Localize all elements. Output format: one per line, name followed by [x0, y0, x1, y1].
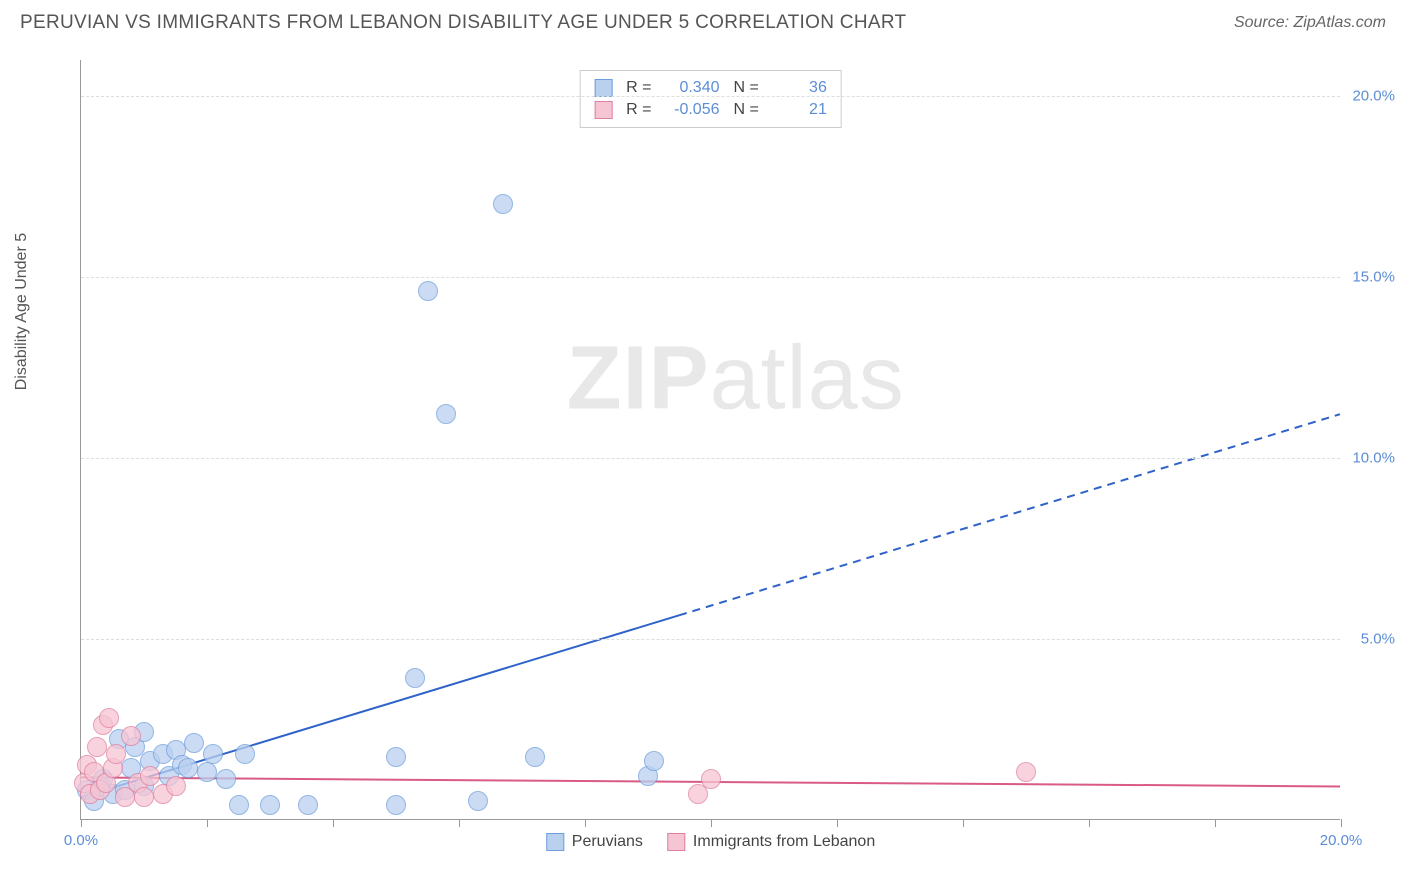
- data-point: [166, 776, 186, 796]
- data-point: [87, 737, 107, 757]
- chart-title: PERUVIAN VS IMMIGRANTS FROM LEBANON DISA…: [20, 12, 906, 34]
- bottom-legend: Peruvians Immigrants from Lebanon: [546, 833, 875, 851]
- watermark: ZIPatlas: [567, 327, 905, 430]
- stats-row-1: R = -0.056 N = 21: [594, 99, 827, 121]
- data-point: [644, 751, 664, 771]
- data-point: [386, 795, 406, 815]
- legend-item-0: Peruvians: [546, 833, 643, 851]
- data-point: [229, 795, 249, 815]
- y-tick-label: 20.0%: [1352, 88, 1395, 105]
- data-point: [216, 769, 236, 789]
- legend-swatch-0: [546, 833, 564, 851]
- stat-r-0: 0.340: [662, 79, 720, 97]
- stat-r-1: -0.056: [662, 101, 720, 119]
- data-point: [99, 708, 119, 728]
- data-point: [260, 795, 280, 815]
- trend-lines: [81, 60, 1340, 819]
- x-tick: [1089, 819, 1090, 827]
- watermark-zip: ZIP: [567, 328, 710, 428]
- legend-item-1: Immigrants from Lebanon: [667, 833, 875, 851]
- source-attribution: Source: ZipAtlas.com: [1234, 14, 1386, 32]
- swatch-series-1: [594, 101, 612, 119]
- data-point: [701, 769, 721, 789]
- data-point: [525, 747, 545, 767]
- y-axis-title: Disability Age Under 5: [13, 233, 31, 390]
- data-point: [184, 733, 204, 753]
- data-point: [140, 766, 160, 786]
- gridline-h: [81, 277, 1340, 278]
- x-tick-label: 0.0%: [64, 832, 98, 849]
- data-point: [121, 726, 141, 746]
- watermark-atlas: atlas: [710, 328, 905, 428]
- data-point: [298, 795, 318, 815]
- y-tick-label: 5.0%: [1361, 631, 1395, 648]
- stat-n-0: 36: [769, 79, 827, 97]
- x-tick: [333, 819, 334, 827]
- data-point: [178, 758, 198, 778]
- x-tick: [711, 819, 712, 827]
- data-point: [203, 744, 223, 764]
- x-tick: [1341, 819, 1342, 827]
- swatch-series-0: [594, 79, 612, 97]
- x-tick: [1215, 819, 1216, 827]
- x-tick: [81, 819, 82, 827]
- data-point: [134, 787, 154, 807]
- data-point: [436, 404, 456, 424]
- data-point: [197, 762, 217, 782]
- stat-n-label: N =: [734, 79, 759, 97]
- stat-r-label-1: R =: [626, 101, 651, 119]
- data-point: [1016, 762, 1036, 782]
- data-point: [386, 747, 406, 767]
- x-tick: [963, 819, 964, 827]
- data-point: [405, 668, 425, 688]
- x-tick: [207, 819, 208, 827]
- gridline-h: [81, 96, 1340, 97]
- data-point: [106, 744, 126, 764]
- x-tick: [585, 819, 586, 827]
- x-tick: [837, 819, 838, 827]
- data-point: [493, 194, 513, 214]
- legend-swatch-1: [667, 833, 685, 851]
- chart-container: Disability Age Under 5 ZIPatlas R = 0.34…: [50, 50, 1390, 870]
- plot-area: ZIPatlas R = 0.340 N = 36 R = -0.056 N =…: [80, 60, 1340, 820]
- y-tick-label: 15.0%: [1352, 269, 1395, 286]
- x-tick: [459, 819, 460, 827]
- source-prefix: Source:: [1234, 14, 1294, 31]
- stat-n-1: 21: [769, 101, 827, 119]
- y-tick-label: 10.0%: [1352, 450, 1395, 467]
- source-name: ZipAtlas.com: [1294, 14, 1386, 31]
- stat-n-label-1: N =: [734, 101, 759, 119]
- stat-r-label: R =: [626, 79, 651, 97]
- data-point: [468, 791, 488, 811]
- data-point: [235, 744, 255, 764]
- chart-header: PERUVIAN VS IMMIGRANTS FROM LEBANON DISA…: [0, 0, 1406, 42]
- legend-label-0: Peruvians: [572, 833, 643, 851]
- data-point: [418, 281, 438, 301]
- gridline-h: [81, 639, 1340, 640]
- stats-legend: R = 0.340 N = 36 R = -0.056 N = 21: [579, 70, 842, 128]
- x-tick-label: 20.0%: [1320, 832, 1363, 849]
- legend-label-1: Immigrants from Lebanon: [693, 833, 875, 851]
- gridline-h: [81, 458, 1340, 459]
